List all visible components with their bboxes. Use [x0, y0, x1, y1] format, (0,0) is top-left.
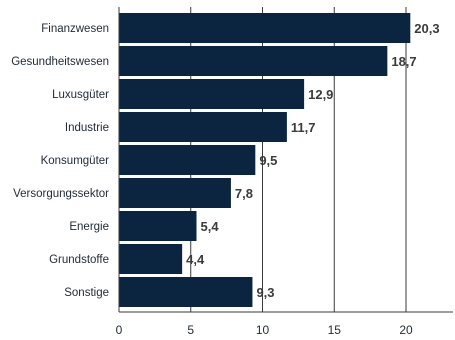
category-label: Sonstige: [64, 287, 109, 299]
x-axis: 0 5 10 15 20: [116, 7, 454, 337]
value-label: 9,5: [259, 153, 277, 168]
bar: [119, 178, 231, 208]
value-label: 18,7: [391, 54, 416, 69]
value-label: 4,4: [186, 252, 205, 267]
category-label: Energie: [69, 221, 109, 233]
x-tick-label: 10: [256, 323, 270, 337]
bar: [119, 79, 305, 109]
bar: [119, 277, 253, 307]
category-label: Versorgungssektor: [13, 188, 109, 200]
category-label: Finanzwesen: [41, 23, 109, 35]
bar: [119, 13, 411, 43]
category-label: Grundstoffe: [49, 254, 109, 266]
bar: [119, 46, 388, 76]
x-tick-label: 0: [116, 323, 123, 337]
x-tick-label: 20: [399, 323, 413, 337]
bar: [119, 145, 256, 175]
value-label: 9,3: [256, 285, 274, 300]
x-tick-label: 15: [328, 323, 342, 337]
category-label: Industrie: [65, 122, 109, 134]
bars: [119, 13, 411, 307]
value-label: 20,3: [414, 21, 439, 36]
value-labels: 20,3 18,7 12,9 11,7 9,5 7,8 5,4 4,4 9,3: [186, 21, 439, 300]
bar: [119, 211, 197, 241]
category-label: Konsumgüter: [41, 155, 110, 167]
x-tick-label: 5: [187, 323, 194, 337]
category-label: Luxusgüter: [52, 89, 109, 101]
value-label: 11,7: [291, 120, 316, 135]
bar: [119, 112, 287, 142]
value-label: 12,9: [308, 87, 333, 102]
category-labels: Finanzwesen Gesundheitswesen Luxusgüter Ind…: [11, 23, 109, 299]
value-label: 7,8: [235, 186, 253, 201]
value-label: 5,4: [200, 219, 219, 234]
bar: [119, 244, 183, 274]
category-label: Gesundheitswesen: [11, 56, 109, 68]
